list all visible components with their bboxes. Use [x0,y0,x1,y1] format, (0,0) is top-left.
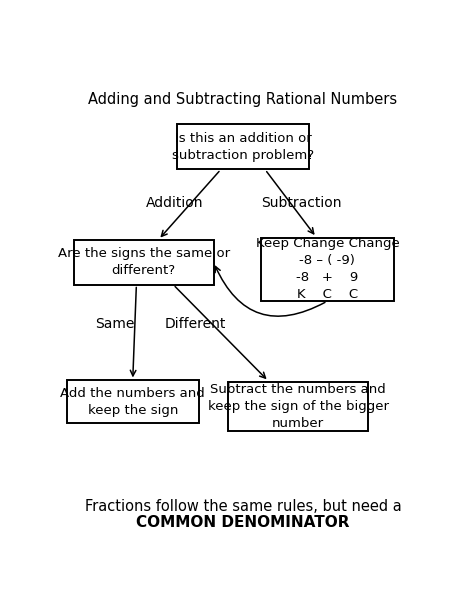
Text: Fractions follow the same rules, but need a: Fractions follow the same rules, but nee… [84,500,401,514]
Text: Are the signs the same or
different?: Are the signs the same or different? [58,248,230,277]
Text: Add the numbers and
keep the sign: Add the numbers and keep the sign [60,387,205,417]
Text: Different: Different [164,317,226,331]
FancyBboxPatch shape [66,380,199,423]
FancyBboxPatch shape [228,381,368,431]
Text: Same: Same [95,317,134,331]
FancyBboxPatch shape [74,240,213,285]
Text: Is this an addition or
subtraction problem?: Is this an addition or subtraction probl… [172,132,314,162]
Text: Subtract the numbers and
keep the sign of the bigger
number: Subtract the numbers and keep the sign o… [208,383,389,430]
FancyBboxPatch shape [261,238,393,302]
Text: Adding and Subtracting Rational Numbers: Adding and Subtracting Rational Numbers [88,92,398,107]
Text: Addition: Addition [146,196,204,210]
Text: COMMON DENOMINATOR: COMMON DENOMINATOR [136,516,350,530]
FancyBboxPatch shape [177,124,309,169]
Text: Keep Change Change
-8 – ( -9)
-8   +    9
K    C    C: Keep Change Change -8 – ( -9) -8 + 9 K C… [255,237,399,302]
Text: Subtraction: Subtraction [262,196,342,210]
